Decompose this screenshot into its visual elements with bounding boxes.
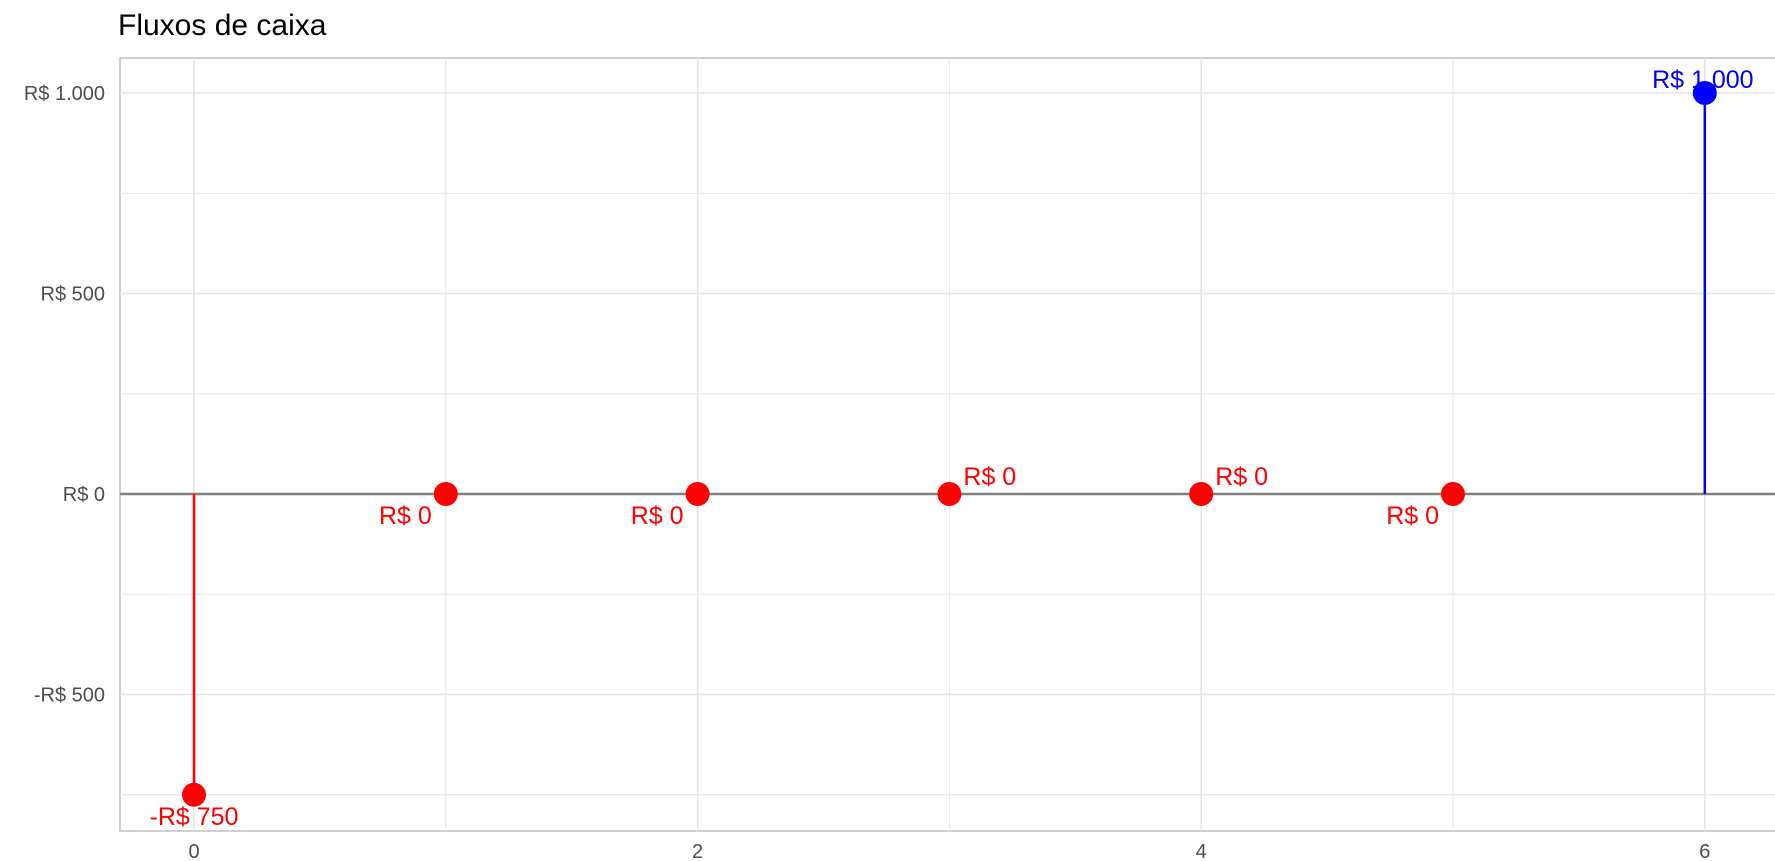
point-3 xyxy=(937,482,962,506)
y-tick-label: -R$ 500 xyxy=(34,685,105,707)
points xyxy=(182,81,1717,807)
x-tick-label: 4 xyxy=(1196,841,1207,861)
axes: -R$ 500 R$ 0 R$ 500 R$ 1.000 0 2 4 6 xyxy=(24,83,1711,861)
panel-border xyxy=(119,57,1775,832)
stems xyxy=(192,93,1707,795)
data-label-1: R$ 0 xyxy=(379,502,432,530)
point-6 xyxy=(1692,81,1717,105)
y-tick-label: R$ 1.000 xyxy=(24,83,105,105)
data-label-5: R$ 0 xyxy=(1386,502,1439,530)
chart-title: Fluxos de caixa xyxy=(118,9,327,42)
grid-lines xyxy=(119,57,1775,832)
x-tick-label: 2 xyxy=(692,841,703,861)
data-label-3: R$ 0 xyxy=(963,463,1016,491)
y-tick-label: R$ 500 xyxy=(41,284,106,306)
data-labels: -R$ 750 R$ 0 R$ 0 R$ 0 R$ 0 R$ 0 R$ 1.000 xyxy=(150,66,1754,831)
point-1 xyxy=(433,482,458,506)
y-tick-label: R$ 0 xyxy=(63,484,105,506)
point-2 xyxy=(685,482,710,506)
data-label-2: R$ 0 xyxy=(631,502,684,530)
data-label-6: R$ 1.000 xyxy=(1652,66,1753,94)
point-5 xyxy=(1441,482,1465,506)
x-tick-label: 6 xyxy=(1699,841,1710,861)
data-label-4: R$ 0 xyxy=(1215,463,1268,491)
point-4 xyxy=(1189,482,1214,506)
data-label-0: -R$ 750 xyxy=(150,803,239,831)
x-tick-label: 0 xyxy=(188,841,199,861)
point-0 xyxy=(182,782,206,807)
